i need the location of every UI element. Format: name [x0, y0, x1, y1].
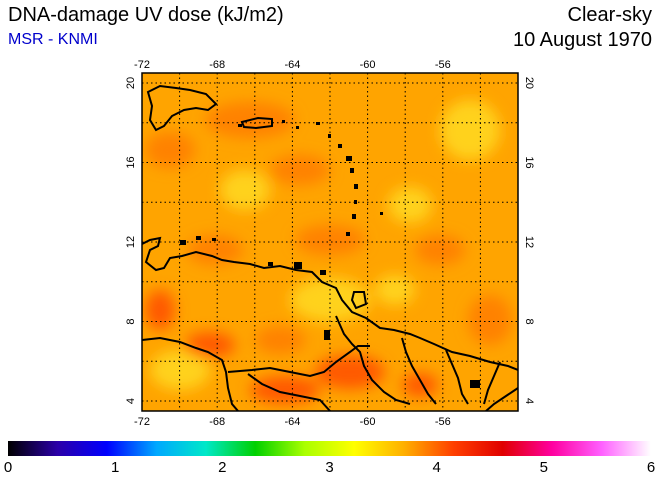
lat-tick-label-left: 20 — [125, 77, 137, 89]
colorbar-tick-label: 2 — [218, 459, 227, 476]
lon-tick-label-top: -64 — [284, 59, 300, 71]
lat-tick-label-left: 12 — [125, 236, 137, 248]
lat-tick-label-right: 8 — [523, 318, 535, 324]
date-label: 10 August 1970 — [512, 29, 652, 51]
border-inner — [247, 373, 331, 411]
lat-tick-label-left: 4 — [125, 398, 137, 404]
venezuela-brazil-border — [227, 345, 370, 378]
axis-labels: -72 -72 -68 -68 -64 -64 -60 -60 -56 -56 4 4 8 8 12 12 16… — [125, 59, 535, 428]
colorbar-tick-label: 0 — [3, 459, 13, 476]
hispaniola — [146, 84, 218, 132]
lon-tick-label-bottom: -64 — [284, 416, 300, 428]
colorbar — [8, 441, 651, 456]
lat-tick-label-right: 4 — [523, 398, 535, 404]
lon-tick-label-bottom: -68 — [209, 416, 225, 428]
lon-tick-label-top: -72 — [134, 59, 150, 71]
colombia-border — [142, 336, 239, 411]
lat-tick-label-right: 20 — [523, 77, 535, 89]
guiana-border-2 — [483, 361, 501, 405]
map-frame — [141, 72, 519, 412]
colorbar-tick-label: 5 — [539, 459, 548, 476]
coast-east — [485, 387, 518, 411]
islands — [180, 120, 480, 388]
venezuela-coast — [142, 236, 518, 371]
source-label: MSR - KNMI — [8, 31, 98, 48]
field-patches — [145, 100, 512, 404]
trinidad — [350, 291, 368, 310]
lat-tick-label-right: 16 — [523, 156, 535, 168]
suriname-border — [401, 337, 437, 405]
guyana-border — [335, 315, 411, 405]
lon-tick-label-bottom: -56 — [435, 416, 451, 428]
sky-condition-label: Clear-sky — [567, 4, 652, 26]
colorbar-tick-label: 6 — [646, 459, 656, 476]
french-guiana-border — [445, 349, 469, 405]
uv-field — [142, 73, 518, 411]
colorbar-tick-label: 4 — [432, 459, 441, 476]
lon-tick-label-top: -56 — [435, 59, 451, 71]
colorbar-tick-label: 3 — [325, 459, 334, 476]
puerto-rico — [240, 116, 273, 130]
lat-tick-label-right: 12 — [523, 236, 535, 248]
coastlines — [142, 84, 518, 411]
lon-tick-label-top: -68 — [209, 59, 225, 71]
lon-tick-label-bottom: -72 — [134, 416, 150, 428]
lon-tick-label-bottom: -60 — [360, 416, 376, 428]
colorbar-tick-label: 1 — [110, 459, 120, 476]
lat-tick-label-left: 8 — [125, 318, 137, 324]
lat-tick-label-left: 16 — [125, 156, 137, 168]
lon-tick-label-top: -60 — [360, 59, 376, 71]
map-title: DNA-damage UV dose (kJ/m2) — [8, 4, 284, 26]
